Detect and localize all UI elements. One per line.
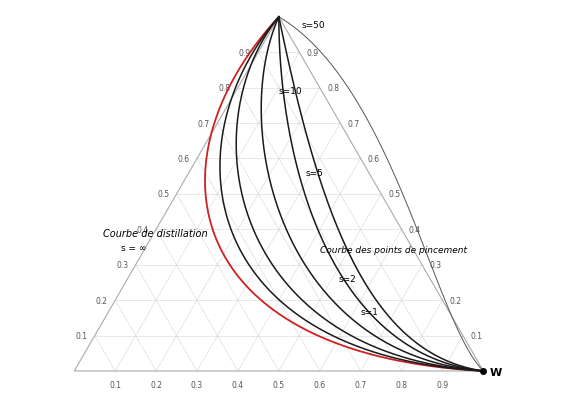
Text: s=2: s=2 bbox=[338, 274, 356, 283]
Text: 0.7: 0.7 bbox=[198, 119, 210, 128]
Text: 0.8: 0.8 bbox=[395, 380, 408, 389]
Text: 0.4: 0.4 bbox=[232, 380, 244, 389]
Text: 0.5: 0.5 bbox=[273, 380, 285, 389]
Text: 0.6: 0.6 bbox=[368, 154, 380, 164]
Text: 0.1: 0.1 bbox=[109, 380, 121, 389]
Text: 0.1: 0.1 bbox=[470, 331, 482, 340]
Text: 0.6: 0.6 bbox=[313, 380, 326, 389]
Text: s=50: s=50 bbox=[301, 21, 325, 30]
Text: 0.4: 0.4 bbox=[409, 225, 421, 234]
Text: 0.4: 0.4 bbox=[137, 225, 149, 234]
Text: 0.8: 0.8 bbox=[219, 84, 231, 93]
Text: 0.2: 0.2 bbox=[450, 296, 462, 305]
Text: W: W bbox=[490, 367, 502, 377]
Text: 0.5: 0.5 bbox=[157, 190, 169, 199]
Text: 0.7: 0.7 bbox=[347, 119, 360, 128]
Text: s=5: s=5 bbox=[305, 168, 323, 177]
Text: 0.8: 0.8 bbox=[327, 84, 339, 93]
Text: Courbe des points de pincement: Courbe des points de pincement bbox=[320, 246, 467, 255]
Text: 0.2: 0.2 bbox=[150, 380, 162, 389]
Text: s = ∞: s = ∞ bbox=[121, 244, 147, 253]
Text: 0.9: 0.9 bbox=[239, 49, 251, 57]
Text: 0.3: 0.3 bbox=[429, 261, 441, 269]
Text: 0.9: 0.9 bbox=[307, 49, 319, 57]
Text: 0.5: 0.5 bbox=[389, 190, 401, 199]
Text: 0.6: 0.6 bbox=[177, 154, 189, 164]
Text: 0.9: 0.9 bbox=[436, 380, 448, 389]
Text: 0.2: 0.2 bbox=[96, 296, 108, 305]
Text: 0.3: 0.3 bbox=[116, 261, 129, 269]
Text: Courbe de distillation: Courbe de distillation bbox=[103, 229, 208, 239]
Text: 0.3: 0.3 bbox=[191, 380, 203, 389]
Text: 0.7: 0.7 bbox=[355, 380, 367, 389]
Text: 0.1: 0.1 bbox=[75, 331, 87, 340]
Text: s=1: s=1 bbox=[360, 307, 378, 316]
Text: s=10: s=10 bbox=[279, 87, 302, 95]
